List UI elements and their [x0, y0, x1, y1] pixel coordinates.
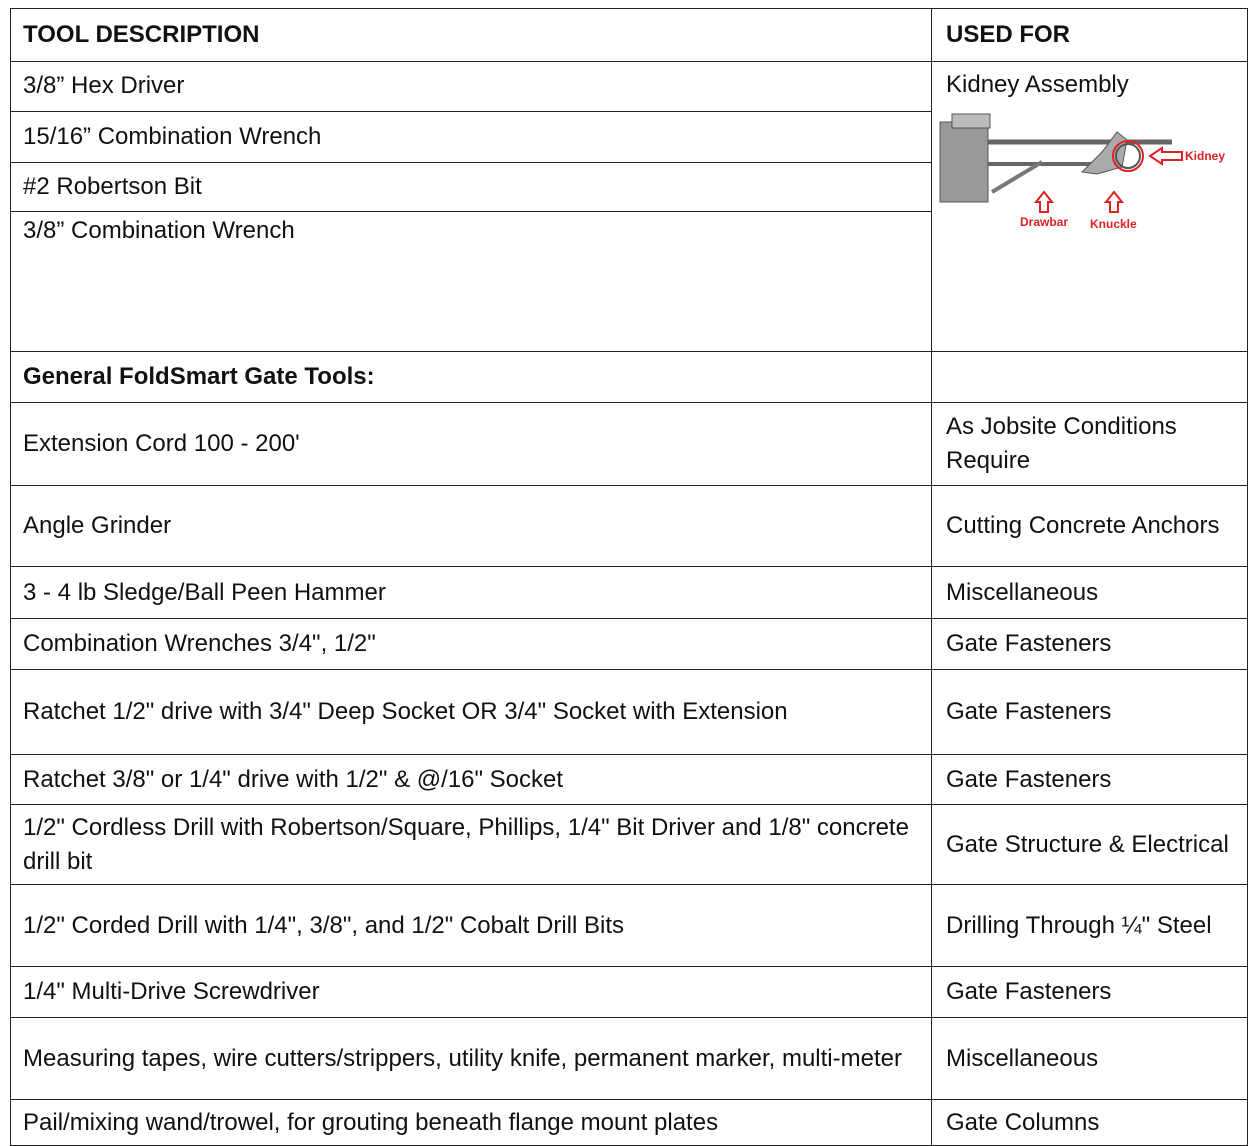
tool-cell: #2 Robertson Bit — [11, 163, 931, 213]
tool-cell: Angle Grinder — [10, 486, 932, 566]
diagram-label: Drawbar — [1020, 215, 1068, 229]
bracket — [939, 121, 989, 203]
kidney-used: Kidney Assembly Kidney Drawbar Knuckle — [932, 62, 1248, 351]
used-cell: As Jobsite Conditions Require — [932, 403, 1248, 485]
tool-cell: 1/2" Corded Drill with 1/4", 3/8", and 1… — [10, 885, 932, 966]
kidney-circle — [1112, 140, 1144, 172]
table-row: 3 - 4 lb Sledge/Ball Peen Hammer Miscella… — [10, 567, 1248, 619]
kidney-row: 3/8” Hex Driver 15/16” Combination Wrench… — [10, 62, 1248, 352]
tool-cell: Measuring tapes, wire cutters/strippers,… — [10, 1018, 932, 1099]
used-cell: Miscellaneous — [932, 1018, 1248, 1099]
tool-rows: Extension Cord 100 - 200' As Jobsite Cond… — [10, 403, 1248, 1146]
table-row: Ratchet 3/8" or 1/4" drive with 1/2" & @… — [10, 755, 1248, 805]
used-cell: Gate Columns — [932, 1100, 1248, 1145]
table-row: 1/2" Cordless Drill with Robertson/Squar… — [10, 805, 1248, 885]
empty-cell — [932, 352, 1248, 402]
header-cell: TOOL DESCRIPTION — [10, 9, 932, 61]
tool-cell: Ratchet 1/2" drive with 3/4" Deep Socket… — [10, 670, 932, 754]
table-row: Combination Wrenches 3/4", 1/2" Gate Fast… — [10, 619, 1248, 670]
diagram-label: Knuckle — [1090, 217, 1137, 231]
used-cell: Miscellaneous — [932, 567, 1248, 618]
tool-cell: 15/16” Combination Wrench — [11, 112, 931, 163]
table-row: Ratchet 1/2" drive with 3/4" Deep Socket… — [10, 670, 1248, 755]
tool-cell: 3/8” Combination Wrench — [23, 217, 295, 245]
table-row: Pail/mixing wand/trowel, for grouting be… — [10, 1100, 1248, 1146]
table-row: Extension Cord 100 - 200' As Jobsite Cond… — [10, 403, 1248, 486]
kidney-part — [1115, 143, 1141, 169]
used-cell: Gate Fasteners — [932, 619, 1248, 669]
used-cell: Gate Fasteners — [932, 755, 1248, 804]
tool-cell: 1/4" Multi-Drive Screwdriver — [10, 967, 932, 1017]
tool-cell: 3 - 4 lb Sledge/Ball Peen Hammer — [10, 567, 932, 618]
table-row: 1/2" Corded Drill with 1/4", 3/8", and 1… — [10, 885, 1248, 967]
table-row: Measuring tapes, wire cutters/strippers,… — [10, 1018, 1248, 1100]
tool-cell: Extension Cord 100 - 200' — [10, 403, 932, 485]
used-cell: Drilling Through ¼" Steel — [932, 885, 1248, 966]
tool-cell: Combination Wrenches 3/4", 1/2" — [10, 619, 932, 669]
section-row: General FoldSmart Gate Tools: — [10, 352, 1248, 403]
used-cell: Cutting Concrete Anchors — [932, 486, 1248, 566]
arrow — [1148, 146, 1183, 166]
used-cell: Gate Structure & Electrical — [932, 805, 1248, 884]
kidney-tools: 3/8” Hex Driver 15/16” Combination Wrench… — [10, 62, 932, 351]
kidney-diagram: Kidney Drawbar Knuckle — [939, 113, 1225, 231]
tool-cell: 3/8” Hex Driver — [11, 62, 931, 112]
tool-cell: 1/2" Cordless Drill with Robertson/Squar… — [10, 805, 932, 884]
header-cell: USED FOR — [932, 9, 1248, 61]
section-cell: General FoldSmart Gate Tools: — [10, 352, 932, 402]
used-cell: Gate Fasteners — [932, 967, 1248, 1017]
used-text: Kidney Assembly — [946, 71, 1129, 98]
diagram-label: Kidney — [1185, 149, 1225, 163]
tools-table: TOOL DESCRIPTION USED FOR 3/8” Hex Drive… — [10, 8, 1248, 1146]
table-row: Angle Grinder Cutting Concrete Anchors — [10, 486, 1248, 567]
arrow — [1103, 190, 1125, 213]
drawbar-link — [990, 160, 1044, 194]
tool-cell: Pail/mixing wand/trowel, for grouting be… — [10, 1100, 932, 1145]
table-row: 1/4" Multi-Drive Screwdriver Gate Fastene… — [10, 967, 1248, 1018]
header-row: TOOL DESCRIPTION USED FOR — [10, 8, 1248, 62]
bracket-top — [951, 113, 991, 129]
arrow — [1033, 190, 1055, 213]
tool-cell: Ratchet 3/8" or 1/4" drive with 1/2" & @… — [10, 755, 932, 804]
used-cell: Gate Fasteners — [932, 670, 1248, 754]
